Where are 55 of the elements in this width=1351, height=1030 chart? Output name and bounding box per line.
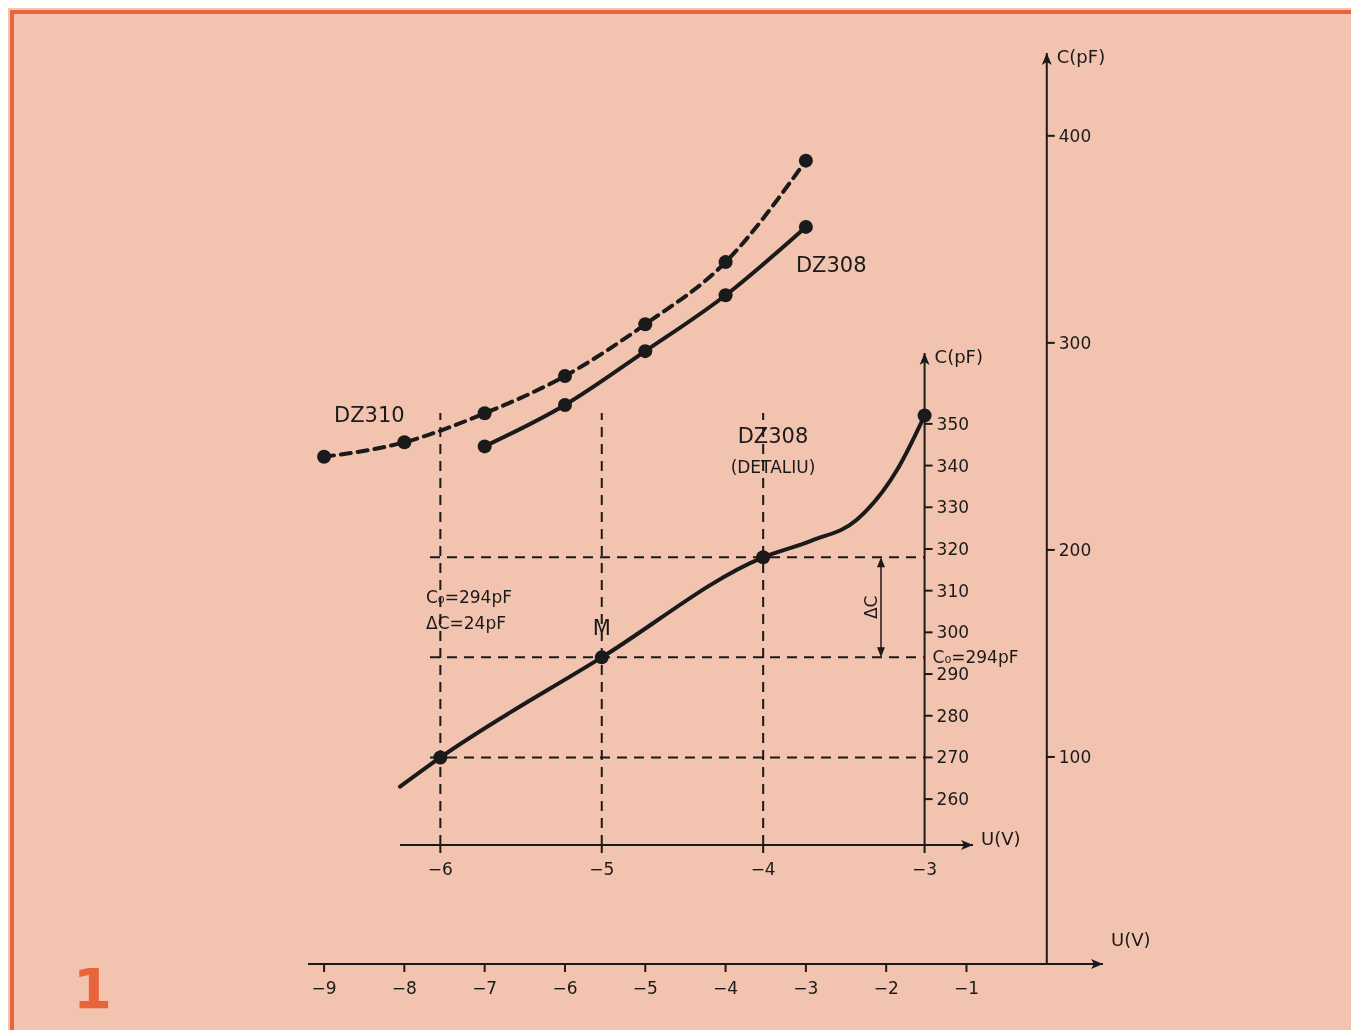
x-tick-label: −4: [750, 859, 776, 879]
point: [557, 397, 572, 412]
x-axis-title: U(V): [1111, 929, 1151, 950]
x-tick-label: −3: [912, 859, 938, 879]
y-tick-label: 340: [936, 455, 970, 476]
x-tick-label: −5: [589, 859, 615, 879]
point: [397, 435, 412, 450]
y-tick-label: 350: [936, 413, 970, 434]
x-tick-label: −7: [472, 978, 498, 998]
x-tick-label: −3: [793, 978, 819, 998]
y-tick-label: 400: [1058, 125, 1092, 146]
y-tick-label: 300: [1058, 332, 1092, 353]
series-label: DZ310: [334, 402, 405, 427]
series-label: DZ308: [795, 252, 867, 277]
point: [638, 344, 653, 359]
point: [718, 288, 733, 303]
y-tick-label: 320: [936, 538, 970, 559]
point: [477, 439, 492, 454]
x-tick-label: −4: [713, 978, 739, 998]
y-axis-title: C(pF): [934, 346, 983, 367]
point: [594, 650, 609, 665]
point: [798, 153, 813, 168]
x-tick-label: −2: [873, 978, 899, 998]
annotation: ΔC=24pF: [426, 613, 506, 633]
y-tick-label: 200: [1058, 539, 1092, 560]
y-axis-title: C(pF): [1056, 46, 1106, 67]
y-tick-label: 310: [936, 580, 970, 601]
x-tick-label: −9: [311, 978, 337, 998]
x-axis-title: U(V): [981, 828, 1021, 849]
point: [317, 449, 332, 464]
point: [477, 406, 492, 421]
point: [756, 550, 771, 565]
annotation: ΔC: [861, 595, 881, 620]
y-tick-label: 300: [936, 622, 970, 643]
y-tick-label: 280: [936, 705, 970, 726]
x-tick-label: −6: [427, 859, 453, 879]
y-tick-label: 260: [936, 789, 970, 810]
point: [798, 219, 813, 234]
point: [557, 368, 572, 383]
point: [638, 317, 653, 332]
x-tick-label: −5: [632, 978, 658, 998]
point: [718, 255, 733, 270]
text: 1: [73, 956, 112, 1021]
x-tick-label: −1: [953, 978, 980, 998]
y-tick-label: 330: [936, 497, 970, 518]
point: [433, 750, 448, 765]
annotation: M: [592, 616, 611, 641]
text: (DETALIU): [730, 457, 816, 477]
point: [917, 408, 932, 423]
text: DZ308: [737, 424, 809, 448]
y-tick-label: 270: [936, 747, 970, 768]
x-tick-label: −8: [391, 978, 417, 998]
x-tick-label: −6: [552, 978, 578, 998]
y-tick-label: 100: [1058, 746, 1092, 767]
annotation: C₀=294pF: [426, 587, 512, 607]
